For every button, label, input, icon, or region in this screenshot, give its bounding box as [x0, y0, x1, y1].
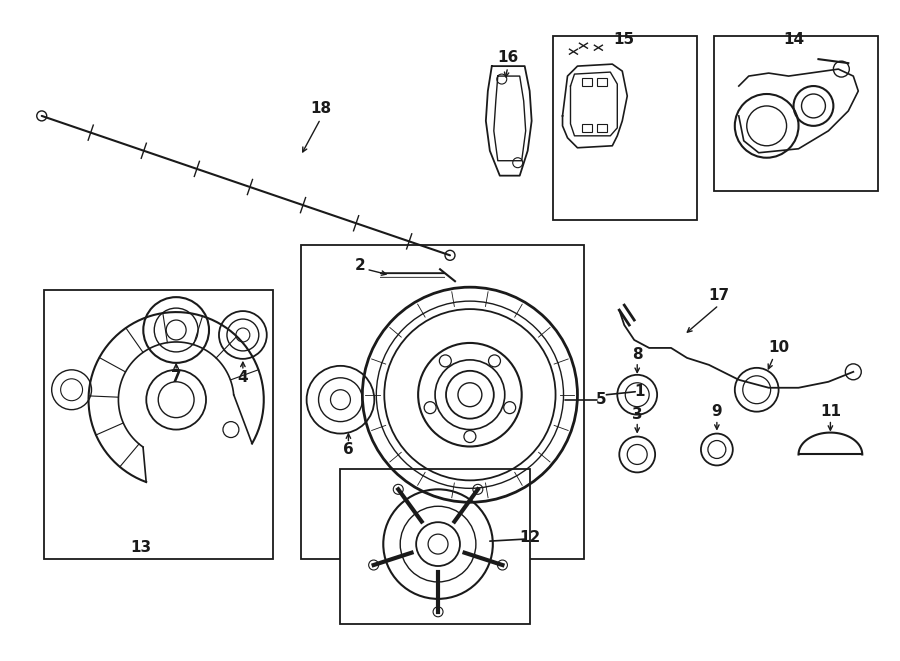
Text: 18: 18: [310, 101, 331, 116]
Text: 8: 8: [632, 348, 643, 362]
Text: 12: 12: [519, 529, 540, 545]
Text: 11: 11: [820, 404, 841, 419]
Text: 13: 13: [130, 539, 152, 555]
Bar: [582, 78, 592, 86]
Bar: [582, 124, 592, 132]
Text: 17: 17: [708, 288, 729, 303]
Text: 10: 10: [768, 340, 789, 356]
Bar: [553, 36, 697, 221]
Text: 5: 5: [596, 392, 607, 407]
Text: 15: 15: [614, 32, 634, 47]
Text: 2: 2: [355, 258, 365, 273]
Bar: [598, 78, 608, 86]
Text: 1: 1: [634, 384, 644, 399]
Text: 16: 16: [497, 50, 518, 65]
Bar: [714, 36, 878, 190]
Bar: [301, 245, 584, 559]
Text: 3: 3: [632, 407, 643, 422]
Text: 14: 14: [783, 32, 804, 47]
Bar: [44, 290, 273, 559]
Text: 9: 9: [712, 404, 722, 419]
Bar: [340, 469, 530, 624]
Text: 7: 7: [171, 370, 182, 385]
Text: 4: 4: [238, 370, 248, 385]
Text: 6: 6: [343, 442, 354, 457]
Bar: [598, 124, 608, 132]
